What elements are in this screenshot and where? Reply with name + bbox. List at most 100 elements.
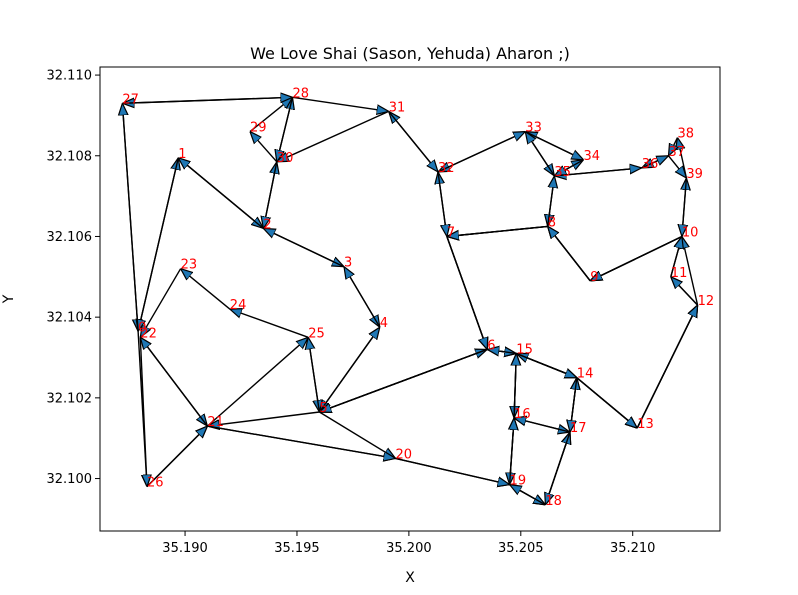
route-segment — [516, 352, 577, 379]
route-segment — [641, 156, 669, 169]
route-segment — [207, 425, 395, 458]
route-segment — [181, 269, 231, 310]
route-segment — [277, 97, 294, 162]
x-axis-label: X — [405, 570, 415, 586]
y-tick-label: 32.110 — [47, 69, 93, 84]
point-label: 24 — [230, 298, 247, 313]
point-label: 10 — [682, 226, 699, 241]
point-label: 28 — [293, 86, 310, 101]
route-segment — [554, 159, 584, 176]
route-segment — [230, 309, 309, 338]
point-label: 22 — [140, 326, 157, 341]
point-labels: 0123456789101112131415161718192021222324… — [122, 86, 715, 509]
plot-area-frame — [99, 66, 721, 532]
route-segment — [437, 171, 447, 237]
point-label: 26 — [147, 476, 164, 491]
route-segment — [263, 161, 278, 229]
point-label: 7 — [447, 226, 455, 241]
point-label: 9 — [590, 270, 598, 285]
route-segment — [682, 237, 699, 306]
route-segment — [250, 132, 278, 163]
route-segment — [139, 337, 147, 486]
point-label: 12 — [698, 294, 715, 309]
point-label: 8 — [548, 215, 556, 230]
route-segment — [206, 337, 308, 427]
route-segment — [590, 235, 683, 281]
point-label: 27 — [122, 92, 139, 107]
route-segment — [318, 327, 379, 413]
y-axis-label: Y — [1, 294, 17, 304]
point-label: 35 — [554, 165, 571, 180]
route-segment — [388, 110, 438, 171]
route-segment — [122, 103, 139, 332]
route-segment — [140, 268, 182, 338]
route-segment — [446, 236, 487, 350]
x-tick-label: 35.190 — [162, 541, 208, 556]
point-label: 25 — [308, 326, 325, 341]
route-segment — [487, 349, 517, 353]
route-segment — [525, 132, 555, 177]
y-tick-label: 32.108 — [47, 149, 93, 164]
x-tick-label: 35.195 — [274, 541, 320, 556]
route-segment — [570, 377, 578, 432]
point-label: 5 — [319, 401, 327, 416]
route-segment — [576, 377, 637, 428]
y-tick-label: 32.104 — [47, 311, 93, 326]
route-segment — [669, 137, 678, 156]
point-label: 2 — [263, 217, 271, 232]
point-label: 19 — [510, 474, 527, 489]
route-segment — [524, 130, 583, 160]
x-tick-label: 35.205 — [498, 541, 544, 556]
route-segment — [671, 277, 699, 306]
route-segment — [510, 485, 546, 506]
route-segment — [319, 348, 488, 412]
point-label: 38 — [678, 127, 695, 142]
point-label: 0 — [138, 320, 146, 335]
route-segment — [554, 168, 641, 177]
route-segment — [545, 431, 571, 505]
route-marks — [122, 97, 697, 505]
y-axis: 32.100 32.102 32.104 32.106 32.108 32.110 — [47, 69, 100, 487]
point-label: 29 — [250, 121, 267, 136]
point-label: 3 — [344, 256, 352, 271]
route-segment — [138, 157, 179, 331]
route-segment — [277, 110, 389, 161]
point-label: 1 — [178, 147, 186, 162]
route-segment — [292, 96, 389, 111]
point-label: 23 — [181, 258, 198, 273]
point-label: 34 — [584, 149, 601, 164]
point-label: 21 — [207, 415, 224, 430]
point-label: 39 — [686, 167, 703, 182]
route-segment — [670, 237, 682, 277]
route-segment — [122, 97, 292, 104]
route-segment — [140, 337, 208, 427]
route-segment — [636, 305, 697, 429]
point-label: 6 — [487, 338, 495, 353]
point-label: 17 — [570, 421, 587, 436]
route-segment — [308, 337, 321, 413]
point-label: 16 — [514, 407, 531, 422]
point-label: 33 — [525, 121, 542, 136]
route-segment — [514, 418, 571, 433]
point-label: 11 — [671, 266, 688, 281]
y-tick-label: 32.100 — [47, 472, 93, 487]
x-tick-label: 35.210 — [610, 541, 656, 556]
point-label: 32 — [438, 161, 455, 176]
route-segment — [547, 176, 555, 227]
route-segment — [447, 225, 548, 236]
route-segment — [667, 155, 687, 178]
point-label: 36 — [642, 157, 659, 172]
route-segment — [682, 177, 687, 237]
point-label: 15 — [516, 343, 533, 358]
y-tick-label: 32.102 — [47, 391, 93, 406]
point-label: 20 — [396, 447, 413, 462]
route-segment — [263, 228, 345, 268]
route-segment — [514, 354, 516, 419]
x-tick-label: 35.200 — [386, 541, 432, 556]
route-segment — [437, 132, 525, 173]
route-segment — [548, 226, 591, 282]
point-label: 4 — [380, 316, 388, 331]
chart-title: We Love Shai (Sason, Yehuda) Aharon ;) — [250, 44, 570, 63]
point-label: 30 — [277, 151, 294, 166]
point-label: 18 — [545, 494, 562, 509]
